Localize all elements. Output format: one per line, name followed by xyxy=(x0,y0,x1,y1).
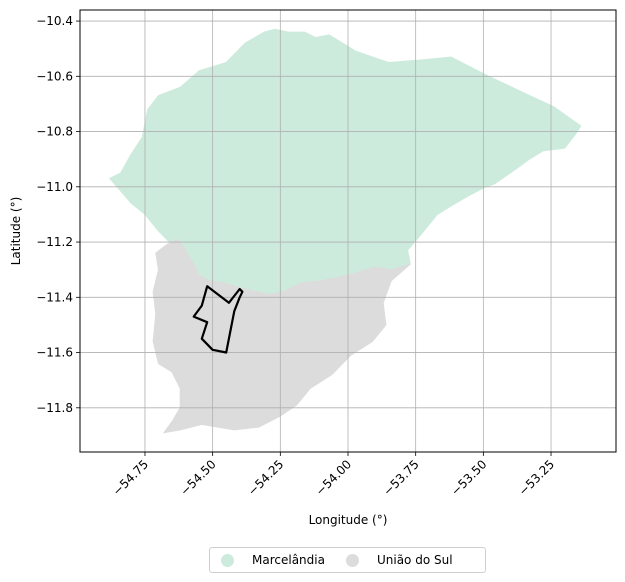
y-tick-label: −10.4 xyxy=(36,14,73,28)
y-tick-label: −10.6 xyxy=(36,69,73,83)
x-ticks: −54.75 −54.50 −54.25 −54.00 −53.75 −53.50 −53.… xyxy=(110,452,557,499)
legend-swatch-marcelandia xyxy=(221,553,234,567)
legend-swatch-uniao-do-sul xyxy=(345,553,359,567)
y-tick-label: −11.6 xyxy=(36,346,73,360)
y-ticks: −10.4 −10.6 −10.8 −11.0 −11.2 −11.4 −11.6 −11.8 xyxy=(36,14,80,415)
legend: Marcelândia União do Sul xyxy=(209,547,486,573)
x-tick-label: −54.50 xyxy=(177,457,218,498)
y-axis-label: Latitude (°) xyxy=(9,197,23,266)
regions-layer xyxy=(109,28,582,434)
x-tick-label: −53.75 xyxy=(381,457,422,498)
y-tick-label: −10.8 xyxy=(36,125,73,139)
x-tick-label: −53.25 xyxy=(516,457,557,498)
legend-label-marcelandia: Marcelândia xyxy=(252,553,325,567)
highlight-area-outline xyxy=(192,285,244,354)
x-tick-label: −54.00 xyxy=(313,457,354,498)
legend-label-uniao-do-sul: União do Sul xyxy=(376,553,453,567)
grid-layer xyxy=(80,10,616,452)
y-tick-label: −11.2 xyxy=(36,235,73,249)
region-uniao-do-sul xyxy=(152,238,411,434)
y-tick-label: −11.0 xyxy=(36,180,73,194)
highlight-layer xyxy=(192,285,244,354)
y-tick-label: −11.8 xyxy=(36,401,73,415)
x-tick-label: −53.50 xyxy=(448,457,489,498)
x-tick-label: −54.25 xyxy=(245,457,286,498)
legend-item-uniao-do-sul: União do Sul xyxy=(345,553,453,567)
legend-item-marcelandia: Marcelândia xyxy=(221,553,325,567)
y-tick-label: −11.4 xyxy=(36,290,73,304)
x-axis-label: Longitude (°) xyxy=(309,513,388,527)
x-tick-label: −54.75 xyxy=(110,457,151,498)
